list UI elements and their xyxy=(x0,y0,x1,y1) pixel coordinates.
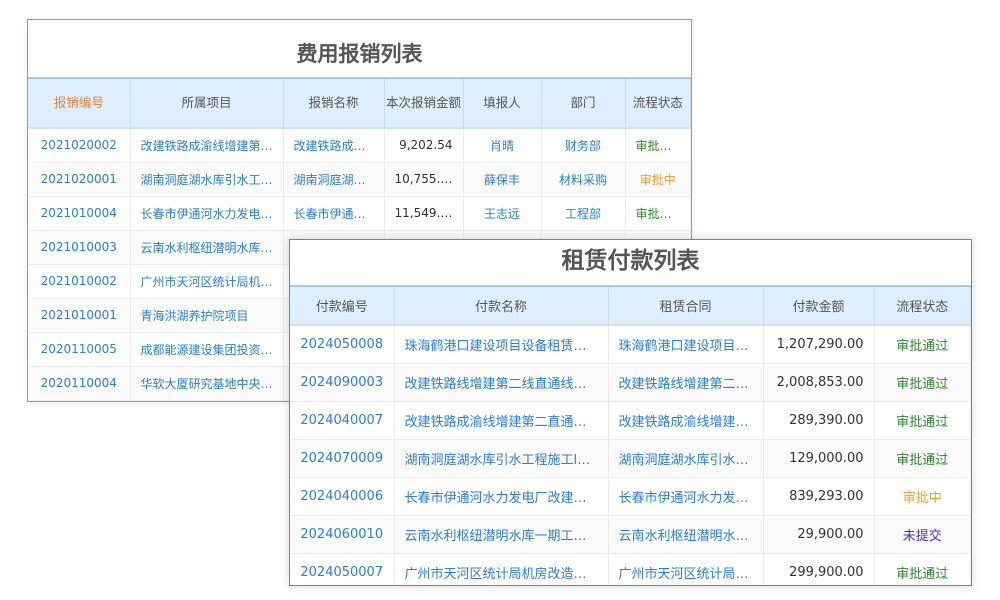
payment-name-link[interactable]: 湖南洞庭湖水库引水工程施工l… xyxy=(394,439,609,478)
expense-id-link[interactable]: 2021010004 xyxy=(28,196,131,231)
expense-id-link[interactable]: 2021020002 xyxy=(28,128,131,163)
table-row[interactable]: 2024040007 改建铁路成渝线增建第二直通… 改建铁路成渝线增建… 289,39… xyxy=(290,401,971,440)
amount: 10,755.30 xyxy=(384,162,464,197)
status-badge: 审批中 xyxy=(874,477,971,516)
project-link[interactable]: 成都能源建设集团投资… xyxy=(130,332,284,367)
status-badge: 审批通过 xyxy=(625,128,691,163)
amount: 289,390.00 xyxy=(763,401,875,440)
amount: 2,008,853.00 xyxy=(763,363,875,402)
expense-id-link[interactable]: 2021010002 xyxy=(28,264,131,299)
contract-link[interactable]: 云南水利枢纽潜明水… xyxy=(608,515,764,554)
column-header[interactable]: 付款名称 xyxy=(394,285,609,326)
contract-link[interactable]: 改建铁路成渝线增建… xyxy=(608,401,764,440)
column-header[interactable]: 所属项目 xyxy=(130,77,284,129)
column-header[interactable]: 报销名称 xyxy=(283,77,385,129)
lease-payment-table: 付款编号 付款名称 租赁合同 付款金额 流程状态 2024050008 珠海鹤港口建设项目… xyxy=(290,285,971,585)
expense-id-link[interactable]: 2021010001 xyxy=(28,298,131,333)
column-header[interactable]: 填报人 xyxy=(463,77,542,129)
reporter: 王志远 xyxy=(463,196,542,231)
column-header[interactable]: 流程状态 xyxy=(874,285,971,326)
expense-list-title: 费用报销列表 xyxy=(296,42,423,66)
status-badge: 审批通过 xyxy=(625,196,691,231)
column-header[interactable]: 付款金额 xyxy=(763,285,875,326)
amount: 9,202.54 xyxy=(384,128,464,163)
status-badge: 审批通过 xyxy=(874,363,971,402)
amount: 1,207,290.00 xyxy=(763,325,875,364)
project-link[interactable]: 华软大厦研究基地中央… xyxy=(130,366,284,401)
amount: 29,900.00 xyxy=(763,515,875,554)
table-row[interactable]: 2024040006 长春市伊通河水力发电厂改建… 长春市伊通河水力发… 839,29… xyxy=(290,477,971,516)
lease-payment-list-panel: 租赁付款列表 付款编号 付款名称 租赁合同 付款金额 流程状态 2024050008 珠海… xyxy=(289,239,972,586)
payment-name-link[interactable]: 长春市伊通河水力发电厂改建… xyxy=(394,477,609,516)
column-header[interactable]: 报销编号 xyxy=(28,77,131,129)
table-row[interactable]: 2024050007 广州市天河区统计局机房改造… 广州市天河区统计局… 299,90… xyxy=(290,553,971,585)
status-badge: 审批通过 xyxy=(874,553,971,585)
reporter: 薛保丰 xyxy=(463,162,542,197)
expense-name-link[interactable]: 长春市伊通… xyxy=(283,196,385,231)
status-badge: 未提交 xyxy=(874,515,971,554)
payment-name-link[interactable]: 改建铁路线增建第二线直通线… xyxy=(394,363,609,402)
payment-id-link[interactable]: 2024050008 xyxy=(290,325,395,364)
column-header[interactable]: 部门 xyxy=(541,77,626,129)
project-link[interactable]: 改建铁路成渝线增建第… xyxy=(130,128,284,163)
project-link[interactable]: 长春市伊通河水力发电… xyxy=(130,196,284,231)
amount: 129,000.00 xyxy=(763,439,875,478)
contract-link[interactable]: 珠海鹤港口建设项目… xyxy=(608,325,764,364)
expense-name-link[interactable]: 湖南洞庭湖… xyxy=(283,162,385,197)
payment-id-link[interactable]: 2024050007 xyxy=(290,553,395,585)
payment-name-link[interactable]: 改建铁路成渝线增建第二直通… xyxy=(394,401,609,440)
expense-id-link[interactable]: 2021020001 xyxy=(28,162,131,197)
table-row[interactable]: 2021020002 改建铁路成渝线增建第… 改建铁路成… 9,202.54 肖晴 财务部… xyxy=(28,128,691,163)
table-row[interactable]: 2024090003 改建铁路线增建第二线直通线… 改建铁路线增建第二… 2,008,… xyxy=(290,363,971,402)
payment-id-link[interactable]: 2024060010 xyxy=(290,515,395,554)
column-header[interactable]: 租赁合同 xyxy=(608,285,764,326)
amount: 299,900.00 xyxy=(763,553,875,585)
lease-payment-list-title: 租赁付款列表 xyxy=(561,248,700,274)
contract-link[interactable]: 改建铁路线增建第二… xyxy=(608,363,764,402)
project-link[interactable]: 湖南洞庭湖水库引水工… xyxy=(130,162,284,197)
payment-name-link[interactable]: 广州市天河区统计局机房改造… xyxy=(394,553,609,585)
project-link[interactable]: 广州市天河区统计局机… xyxy=(130,264,284,299)
project-link[interactable]: 云南水利枢纽潜明水库… xyxy=(130,230,284,265)
table-row[interactable]: 2024070009 湖南洞庭湖水库引水工程施工l… 湖南洞庭湖水库引水… 129,0… xyxy=(290,439,971,478)
department: 财务部 xyxy=(541,128,626,163)
department: 材料采购 xyxy=(541,162,626,197)
table-row[interactable]: 2021020001 湖南洞庭湖水库引水工… 湖南洞庭湖… 10,755.30 薛保丰材… xyxy=(28,162,691,197)
table-row[interactable]: 2024050008 珠海鹤港口建设项目设备租赁… 珠海鹤港口建设项目… 1,207,… xyxy=(290,325,971,364)
department: 工程部 xyxy=(541,196,626,231)
amount: 11,549.00 xyxy=(384,196,464,231)
table-row[interactable]: 2021010004 长春市伊通河水力发电… 长春市伊通… 11,549.00 王志远工… xyxy=(28,196,691,231)
status-badge: 审批通过 xyxy=(874,439,971,478)
amount: 839,293.00 xyxy=(763,477,875,516)
table-row[interactable]: 2024060010 云南水利枢纽潜明水库一期工… 云南水利枢纽潜明水… 29,900… xyxy=(290,515,971,554)
project-link[interactable]: 青海洪湖养护院项目 xyxy=(130,298,284,333)
payment-id-link[interactable]: 2024070009 xyxy=(290,439,395,478)
status-badge: 审批通过 xyxy=(874,401,971,440)
column-header[interactable]: 付款编号 xyxy=(290,285,395,326)
expense-id-link[interactable]: 2020110005 xyxy=(28,332,131,367)
contract-link[interactable]: 广州市天河区统计局… xyxy=(608,553,764,585)
contract-link[interactable]: 湖南洞庭湖水库引水… xyxy=(608,439,764,478)
column-header[interactable]: 流程状态 xyxy=(625,77,691,129)
payment-id-link[interactable]: 2024040006 xyxy=(290,477,395,516)
column-header[interactable]: 本次报销金额 xyxy=(384,77,464,129)
payment-name-link[interactable]: 珠海鹤港口建设项目设备租赁… xyxy=(394,325,609,364)
contract-link[interactable]: 长春市伊通河水力发… xyxy=(608,477,764,516)
expense-id-link[interactable]: 2021010003 xyxy=(28,230,131,265)
reporter: 肖晴 xyxy=(463,128,542,163)
payment-id-link[interactable]: 2024090003 xyxy=(290,363,395,402)
expense-name-link[interactable]: 改建铁路成… xyxy=(283,128,385,163)
payment-id-link[interactable]: 2024040007 xyxy=(290,401,395,440)
expense-id-link[interactable]: 2020110004 xyxy=(28,366,131,401)
payment-name-link[interactable]: 云南水利枢纽潜明水库一期工… xyxy=(394,515,609,554)
status-badge: 审批中 xyxy=(625,162,691,197)
status-badge: 审批通过 xyxy=(874,325,971,364)
